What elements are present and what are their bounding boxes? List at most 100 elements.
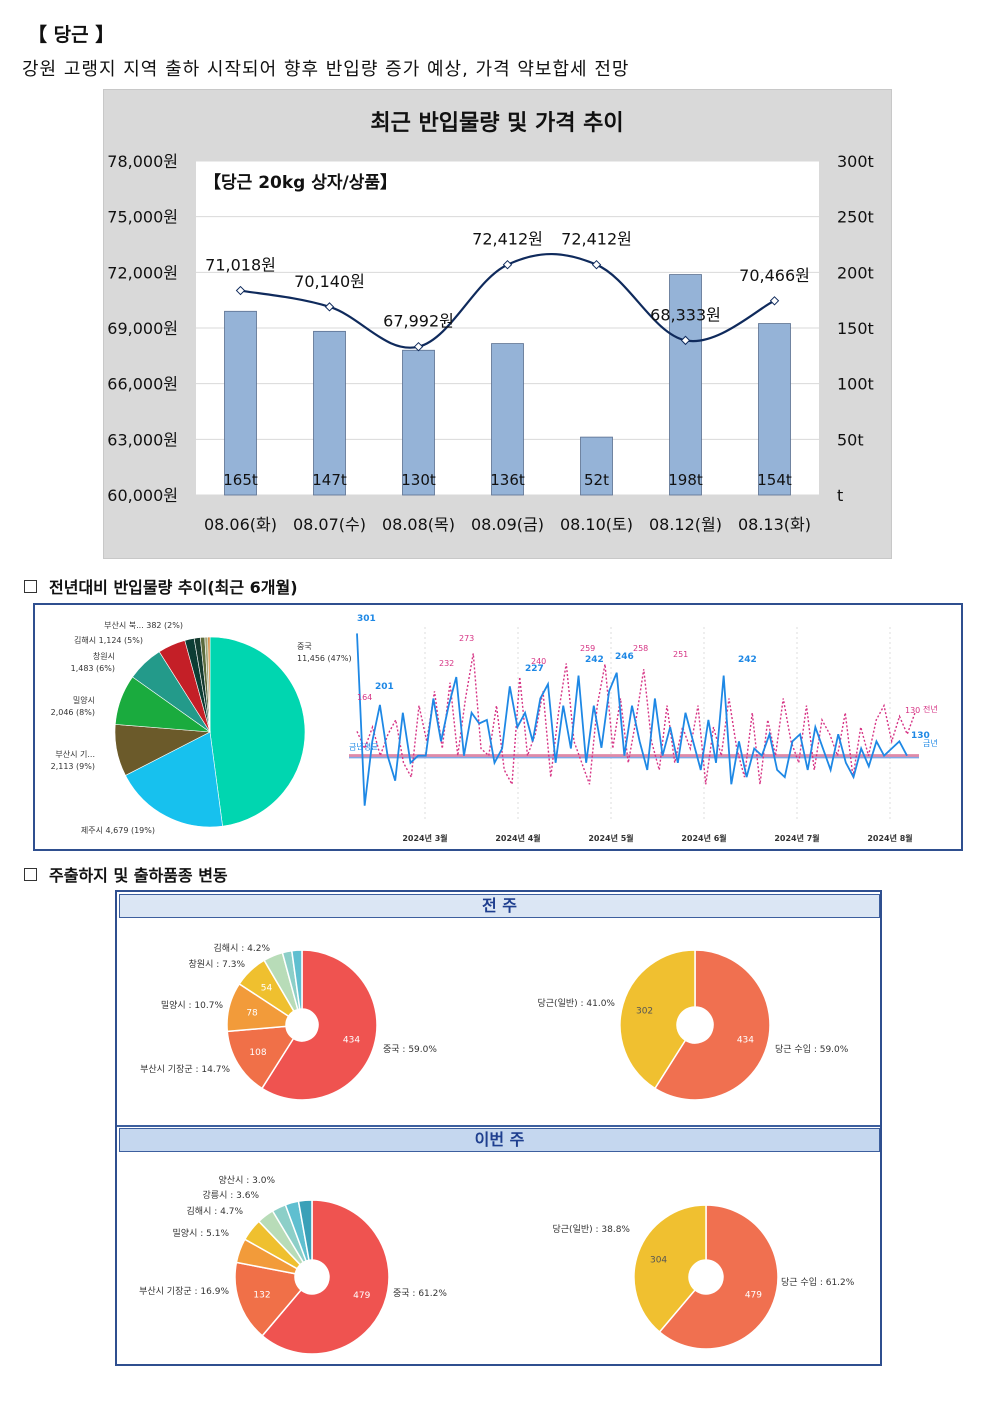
x-tick-label: 08.10(토) <box>560 515 633 534</box>
donut-value-label: 434 <box>737 1036 754 1046</box>
bar-data-label: 147t <box>312 471 347 489</box>
volume-bar <box>224 310 257 496</box>
this-year-point-label: 130 <box>911 731 930 741</box>
donut-category-label: 부산시 기장군 : 14.7% <box>140 1064 230 1075</box>
price-point <box>591 259 602 270</box>
donut-slice <box>658 1204 779 1350</box>
donut-category-label: 창원시 : 7.3% <box>189 959 246 970</box>
pie-category-label: 부산시 기... <box>55 749 95 759</box>
donut-value-label: 302 <box>636 1006 653 1016</box>
page-subtitle: 강원 고랭지 지역 출하 시작되어 향후 반입량 증가 예상, 가격 약보합세 … <box>22 59 630 80</box>
pie-slice <box>209 636 306 827</box>
y-right-tick-label: 250t <box>837 208 874 227</box>
price-data-label: 72,412원 <box>472 230 543 249</box>
donut-category-label: 부산시 기장군 : 16.9% <box>139 1286 229 1297</box>
volume-bar <box>491 343 524 496</box>
donut-category-label: 당근(일반) : 41.0% <box>538 998 616 1009</box>
pie-category-label: 김해시 1,124 (5%) <box>74 635 143 645</box>
pie-category-label: 중국 <box>297 642 312 651</box>
price-point <box>502 259 513 270</box>
x-tick-label: 08.08(목) <box>382 515 455 534</box>
donut-category-label: 중국 : 59.0% <box>383 1044 437 1055</box>
y-right-tick-label: 100t <box>837 375 874 394</box>
checkbox-square-icon <box>24 868 37 881</box>
legend-last-year: 전년 <box>923 704 938 714</box>
x-tick-label: 08.06(화) <box>204 515 277 534</box>
section-heading-yoy-text: 전년대비 반입물량 추이(최근 6개월) <box>49 578 298 597</box>
pie-value-label: 11,456 (47%) <box>297 654 352 663</box>
donut-value-label: 108 <box>249 1048 266 1058</box>
bar-data-label: 154t <box>757 471 792 489</box>
bar-data-label: 52t <box>584 471 609 489</box>
y-left-tick-label: 72,000원 <box>107 263 178 282</box>
weekly-donuts-svg: 434 108 78 54 중국 : 59.0% 부산시 기장군 : 14.7% 밀양시 :… <box>117 942 880 1355</box>
y-left-tick-label: 75,000원 <box>107 208 178 227</box>
pie-slice <box>125 731 223 828</box>
price-data-label: 67,992원 <box>383 312 454 331</box>
last-year-point-label: 258 <box>633 644 648 653</box>
donut-value-label: 132 <box>253 1291 270 1301</box>
this-year-point-label: 201 <box>375 682 394 692</box>
checkbox-square-icon <box>24 580 37 593</box>
donut-slice <box>290 949 303 1010</box>
pie-category-label: 창원시 <box>93 652 115 661</box>
donut-slice <box>619 949 696 1090</box>
y-right-tick-label: t <box>837 486 843 505</box>
x-tick-label: 08.12(월) <box>649 515 722 534</box>
last-year-point-label: 164 <box>357 693 372 702</box>
donut-slice <box>234 1261 303 1337</box>
donut-slice <box>261 1199 390 1355</box>
y-right-tick-label: 50t <box>837 430 864 449</box>
bar-data-label: 130t <box>401 471 436 489</box>
y-right-tick-label: 200t <box>837 263 874 282</box>
this-year-point-label: 242 <box>738 655 757 665</box>
this-year-point-label: 227 <box>525 664 544 674</box>
section-heading-yoy: 전년대비 반입물량 추이(최근 6개월) <box>24 574 298 598</box>
pie-value-label: 2,046 (8%) <box>51 708 95 717</box>
donut-value-label: 434 <box>343 1035 360 1045</box>
bar-data-label: 136t <box>490 471 525 489</box>
y-right-tick-label: 300t <box>837 152 874 171</box>
last-year-point-label: 259 <box>580 644 595 653</box>
price-data-label: 68,333원 <box>650 305 721 324</box>
x-tick-label: 2024년 5월 <box>588 833 633 843</box>
donut-slice <box>633 1204 707 1334</box>
volume-bar <box>402 349 435 496</box>
donut-value-label: 54 <box>261 984 273 994</box>
last-year-point-label: 130 <box>905 706 920 715</box>
donut-slice <box>297 1199 313 1262</box>
volume-bar <box>669 274 702 496</box>
donut-category-label: 중국 : 61.2% <box>393 1288 447 1299</box>
last-year-point-label: 232 <box>439 659 454 668</box>
yoy-panel: 중국 11,456 (47%) 제주시 4,679 (19%) 부산시 기... 2,1… <box>33 603 963 851</box>
price-volume-chart: 최근 반입물량 및 가격 추이 165t 147t 130t 136t 52t 198t 1… <box>103 89 892 559</box>
x-tick-label: 2024년 4월 <box>495 833 540 843</box>
x-tick-label: 08.07(수) <box>293 515 366 534</box>
pie-value-label: 2,113 (9%) <box>51 762 95 771</box>
y-left-tick-label: 63,000원 <box>107 430 178 449</box>
donut-value-label: 479 <box>745 1290 762 1300</box>
prev-week-header: 전 주 <box>119 894 880 918</box>
section-heading-origin: 주출하지 및 출하품종 변동 <box>24 862 228 886</box>
price-volume-chart-svg: 최근 반입물량 및 가격 추이 165t 147t 130t 136t 52t 198t 1… <box>107 111 874 534</box>
x-tick-label: 08.09(금) <box>471 515 544 534</box>
last-year-point-label: 273 <box>459 634 474 643</box>
donut-category-label: 당근 수입 : 59.0% <box>775 1043 849 1055</box>
pie-slice <box>207 636 211 733</box>
donut-slice <box>653 949 771 1101</box>
price-data-label: 70,140원 <box>294 272 365 291</box>
x-tick-label: 2024년 8월 <box>867 833 912 843</box>
price-data-label: 72,412원 <box>561 230 632 249</box>
pie-category-label: 밀양시 <box>73 696 95 705</box>
price-data-label: 70,466원 <box>739 266 810 285</box>
this-year-point-label: 242 <box>585 655 604 665</box>
donut-category-label: 밀양시 : 10.7% <box>161 999 224 1011</box>
y-left-tick-label: 78,000원 <box>107 152 178 171</box>
this-year-point-label: 246 <box>615 652 634 662</box>
this-year-point-label: 301 <box>357 614 376 624</box>
last-year-point-label: 251 <box>673 650 688 659</box>
price-point <box>235 285 246 296</box>
donut-category-label: 당근 수입 : 61.2% <box>781 1276 855 1288</box>
last-year-point-label: 240 <box>531 657 546 666</box>
weekly-panel: 전 주 이번 주 434 108 78 54 중국 : 59.0% 부산시 기장군 : 1… <box>115 890 882 1366</box>
